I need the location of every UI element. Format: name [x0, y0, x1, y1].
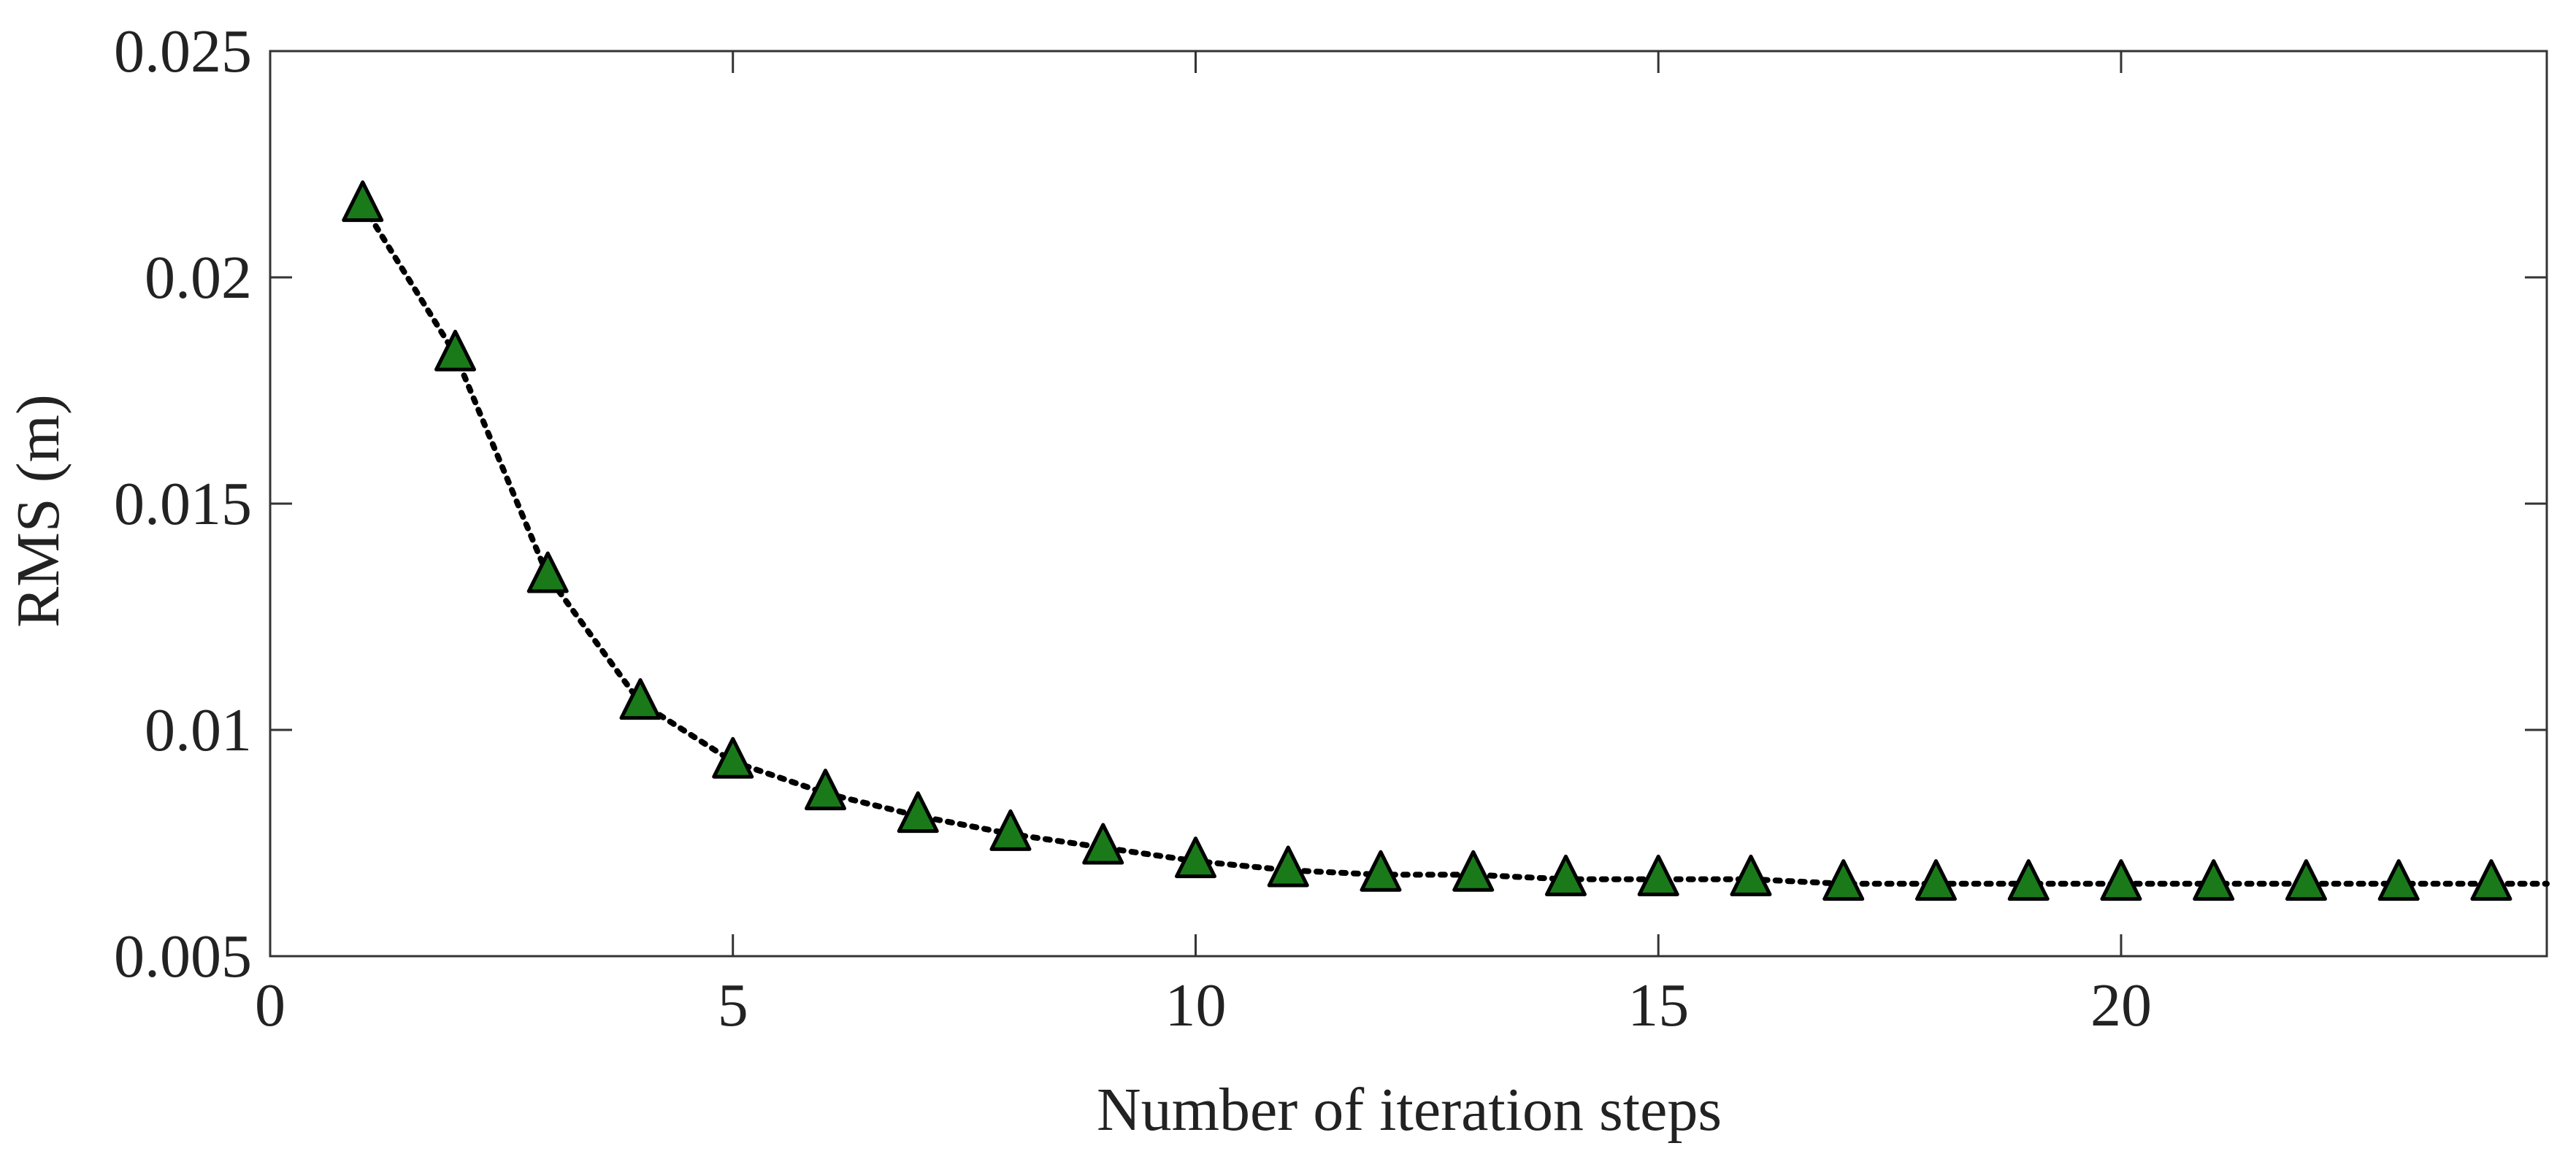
- data-point: [897, 791, 939, 834]
- data-point: [1637, 854, 1679, 896]
- data-point: [1822, 859, 1865, 901]
- data-point: [1082, 823, 1124, 865]
- data-point: [434, 329, 476, 372]
- data-point: [2470, 859, 2512, 901]
- series: [342, 180, 2550, 901]
- data-point: [526, 551, 569, 593]
- x-tick-label: 10: [1165, 971, 1226, 1039]
- data-point: [1914, 859, 1957, 901]
- y-axis-label: RMS (m): [4, 394, 72, 628]
- y-tick-label: 0.005: [114, 923, 252, 990]
- series-line: [359, 201, 2550, 887]
- plot-frame: [269, 50, 2548, 958]
- y-tick-label: 0.02: [145, 244, 252, 312]
- y-tick-label: 0.025: [114, 18, 252, 85]
- data-point: [1730, 854, 1772, 896]
- data-point: [712, 736, 754, 779]
- data-point: [804, 769, 846, 811]
- axes: [269, 50, 2548, 958]
- x-tick-label: 5: [718, 971, 748, 1039]
- x-tick-label: 15: [1628, 971, 1689, 1039]
- y-tick-label: 0.01: [145, 696, 252, 764]
- x-axis-label: Number of iteration steps: [1097, 1076, 1722, 1144]
- ticks: 0 5 10 15 20 0.005 0.01 0.015 0.02 0.025: [114, 18, 2547, 1039]
- data-point: [1360, 850, 1402, 892]
- data-point: [1452, 850, 1495, 892]
- y-tick-label: 0.015: [114, 470, 252, 538]
- data-point: [1544, 854, 1587, 896]
- data-point: [2007, 859, 2050, 901]
- data-point: [342, 180, 384, 223]
- x-tick-label: 20: [2090, 971, 2152, 1039]
- data-point: [2193, 859, 2235, 901]
- data-point: [989, 809, 1032, 851]
- data-point: [2100, 859, 2142, 901]
- data-point: [1267, 845, 1309, 888]
- data-point: [2377, 859, 2420, 901]
- data-point: [619, 678, 662, 720]
- x-tick-label: 0: [255, 971, 285, 1039]
- data-point: [2285, 859, 2327, 901]
- data-point: [1174, 836, 1216, 879]
